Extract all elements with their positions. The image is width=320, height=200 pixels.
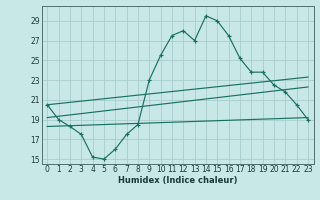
X-axis label: Humidex (Indice chaleur): Humidex (Indice chaleur) — [118, 176, 237, 185]
